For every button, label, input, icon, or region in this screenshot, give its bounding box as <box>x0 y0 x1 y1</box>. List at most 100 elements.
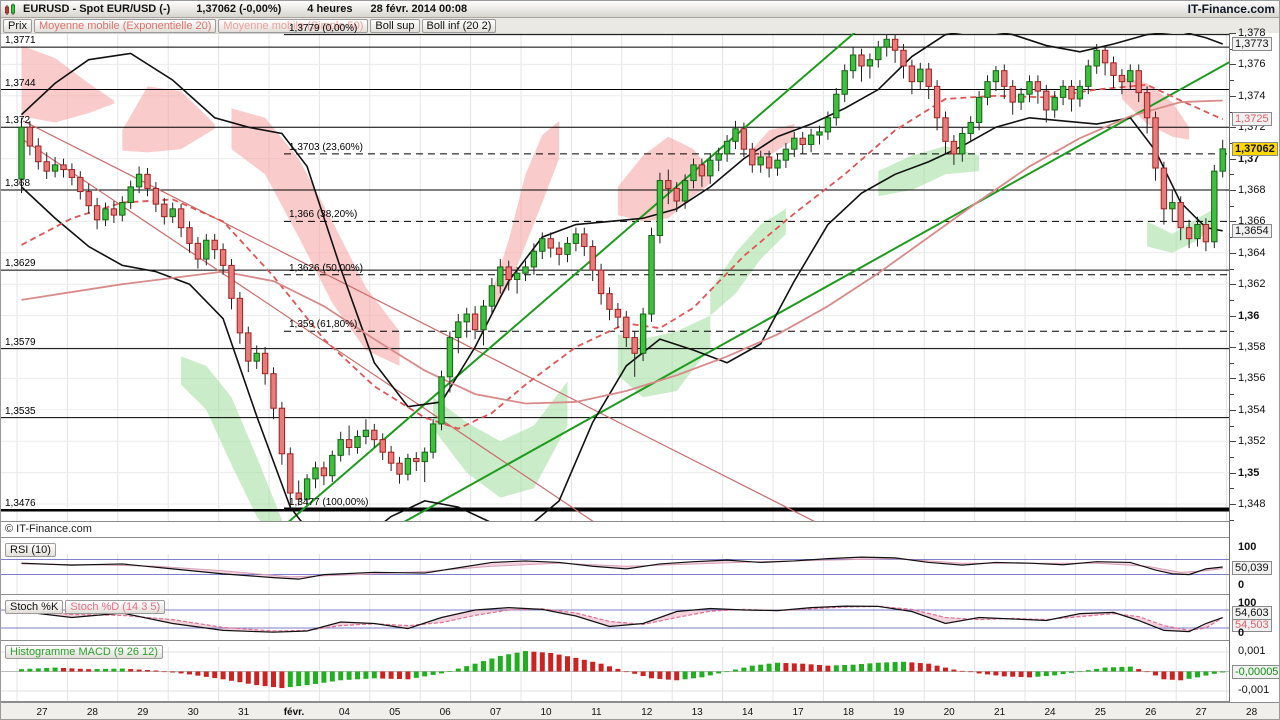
candle-body <box>1059 85 1067 98</box>
candle-body <box>816 131 823 136</box>
price-tick-label: 1,364 <box>1238 246 1266 259</box>
candle-body <box>43 161 50 172</box>
macd-bar <box>1153 671 1158 676</box>
legend-price-button[interactable]: Prix <box>3 18 32 33</box>
macd-bar <box>489 658 495 672</box>
candle-body <box>278 407 286 455</box>
candle-body <box>1076 85 1084 100</box>
time-tick-label: 13 <box>691 707 703 718</box>
rsi-value-box: 50,039 <box>1232 561 1272 575</box>
macd-bar <box>523 651 528 672</box>
macd-bar <box>590 661 596 672</box>
stoch-d-panel-button[interactable]: Stoch %D (14 3 5) <box>65 600 166 614</box>
time-tick-label: 29 <box>137 707 149 718</box>
candle-body <box>774 159 781 169</box>
macd-bar <box>657 671 663 679</box>
macd-panel-button[interactable]: Histogramme MACD (9 26 12) <box>5 645 163 659</box>
candle-body <box>530 250 538 268</box>
candle-body <box>1101 49 1109 64</box>
price-tick-label: 1,362 <box>1238 278 1266 291</box>
legend-sma50-button[interactable]: Moyenne mobile (Simple 50) <box>218 18 369 33</box>
macd-bar <box>1203 671 1209 676</box>
macd-bar <box>875 662 881 672</box>
candle-body <box>824 117 832 133</box>
last-price-box: 1,37062 <box>1232 141 1278 156</box>
candle-body <box>723 140 731 155</box>
macd-bar <box>817 665 822 672</box>
time-tick-label: 20 <box>943 707 955 718</box>
macd-bar <box>1161 671 1167 680</box>
legend-boll-inf-button[interactable]: Boll inf (20 2) <box>421 18 497 33</box>
candle-body <box>312 467 319 480</box>
price-axis[interactable]: 1,348 1,35 1,352 1,354 1,356 1,358 1,36 1,362 1,… <box>1229 28 1279 702</box>
axis-tick-mark <box>1230 504 1236 505</box>
macd-bar <box>61 667 66 672</box>
band-cloud <box>433 381 568 498</box>
macd-bar <box>783 663 789 672</box>
macd-bar <box>1119 666 1125 672</box>
band-cloud <box>122 86 215 153</box>
macd-bar <box>943 667 948 672</box>
time-axis[interactable]: 27 28 29 30 31 févr. 04 05 06 07 10 11 12 13 14 17 18 19 2… <box>1 702 1279 719</box>
downtrend-line-2 <box>22 139 595 522</box>
price-tick-label: 1,36 <box>1238 309 1260 322</box>
macd-bar <box>640 671 646 677</box>
macd-bar <box>1035 671 1041 677</box>
candle-body <box>522 266 529 274</box>
axis-tick-mark <box>1230 206 1234 207</box>
macd-bar <box>195 671 201 676</box>
macd-bar <box>749 665 755 672</box>
macd-bar <box>1069 671 1074 673</box>
rsi-panel-button[interactable]: RSI (10) <box>5 543 56 557</box>
macd-bar <box>44 667 50 672</box>
candle-body <box>354 435 361 448</box>
stoch-min-label: 0 <box>1238 627 1245 639</box>
candle-body <box>1051 96 1058 111</box>
time-tick-label: 24 <box>1044 707 1056 718</box>
macd-bar <box>892 662 898 672</box>
candle-body <box>1043 90 1050 111</box>
candle-body <box>245 332 252 362</box>
candle-body <box>253 352 260 362</box>
chart-canvas[interactable] <box>1 33 1229 702</box>
stoch-max-label: 100 <box>1238 597 1257 609</box>
axis-tick-mark <box>1230 269 1234 270</box>
axis-tick-mark <box>1230 284 1236 285</box>
macd-bar <box>397 671 402 680</box>
candle-body <box>564 242 571 255</box>
copyright-row: © IT-Finance.com <box>1 522 1229 537</box>
axis-tick-mark <box>1230 64 1236 65</box>
macd-bar <box>859 664 864 672</box>
macd-bar <box>1127 666 1133 672</box>
time-tick-label: 05 <box>389 707 401 718</box>
macd-bar <box>867 663 873 672</box>
candle-body <box>749 148 756 166</box>
axis-tick-mark <box>1230 253 1236 254</box>
macd-bar <box>1001 671 1007 677</box>
main-chart-layer <box>1 33 1229 522</box>
candle-body <box>303 478 311 500</box>
stoch-k-panel-button[interactable]: Stoch %K <box>5 600 64 614</box>
macd-bar <box>565 656 570 672</box>
candle-body <box>1177 202 1184 229</box>
candle-body <box>1068 85 1075 100</box>
legend-boll-sup-button[interactable]: Boll sup <box>370 18 420 33</box>
macd-bar <box>1043 671 1049 677</box>
macd-bar <box>94 669 100 672</box>
legend-ema20-button[interactable]: Moyenne mobile (Exponentielle 20) <box>33 18 217 33</box>
candle-body <box>169 208 176 218</box>
candle-body <box>875 46 882 61</box>
candle-body <box>572 233 580 244</box>
axis-tick-mark <box>1230 473 1236 474</box>
macd-bar <box>254 671 260 686</box>
candle-body <box>51 164 59 172</box>
candle-body <box>320 467 328 477</box>
macd-bar <box>716 671 722 674</box>
macd-bar <box>136 669 142 672</box>
macd-bar <box>1136 669 1142 672</box>
time-tick-label: 27 <box>1195 707 1207 718</box>
candle-body <box>194 242 202 260</box>
downtrend-line-1 <box>22 120 816 522</box>
candle-body <box>925 68 932 87</box>
